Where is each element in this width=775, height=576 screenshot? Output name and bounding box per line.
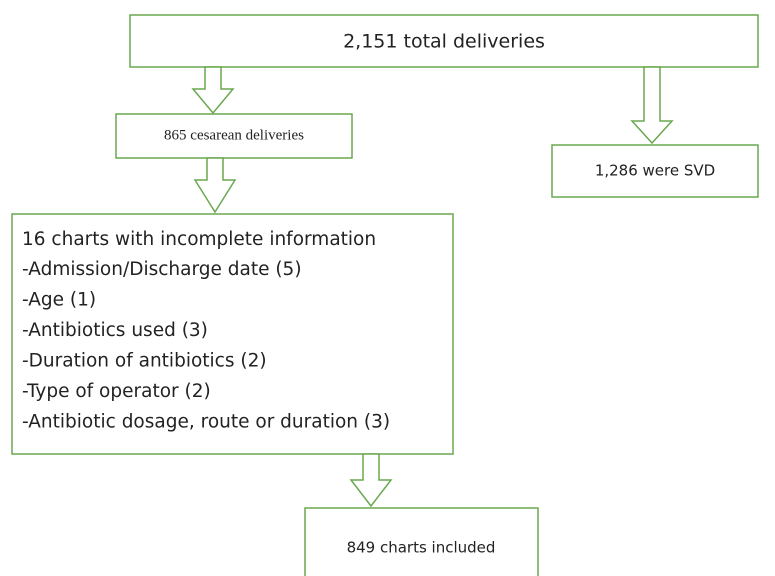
- node-box: [115, 113, 353, 159]
- arrow: [630, 66, 674, 145]
- node-label: 849 charts included: [347, 539, 496, 557]
- node-label: 2,151 total deliveries: [343, 31, 545, 53]
- node-label: 865 cesarean deliveries: [164, 127, 304, 143]
- arrow: [191, 66, 235, 115]
- node-item: -Antibiotic dosage, route or duration (3…: [22, 412, 390, 433]
- arrow: [193, 157, 237, 214]
- node-label: 1,286 were SVD: [595, 162, 715, 180]
- arrow: [349, 453, 393, 508]
- node-item: -Admission/Discharge date (5): [22, 259, 302, 280]
- node-box: [304, 507, 539, 576]
- node-item: -Age (1): [22, 290, 96, 311]
- node-label: 16 charts with incomplete information: [22, 229, 376, 250]
- node-box: [11, 213, 454, 455]
- node-item: -Duration of antibiotics (2): [22, 351, 267, 372]
- node-box: [551, 144, 759, 198]
- node-box: [129, 14, 759, 68]
- node-item: -Antibiotics used (3): [22, 320, 208, 341]
- node-item: -Type of operator (2): [22, 381, 211, 402]
